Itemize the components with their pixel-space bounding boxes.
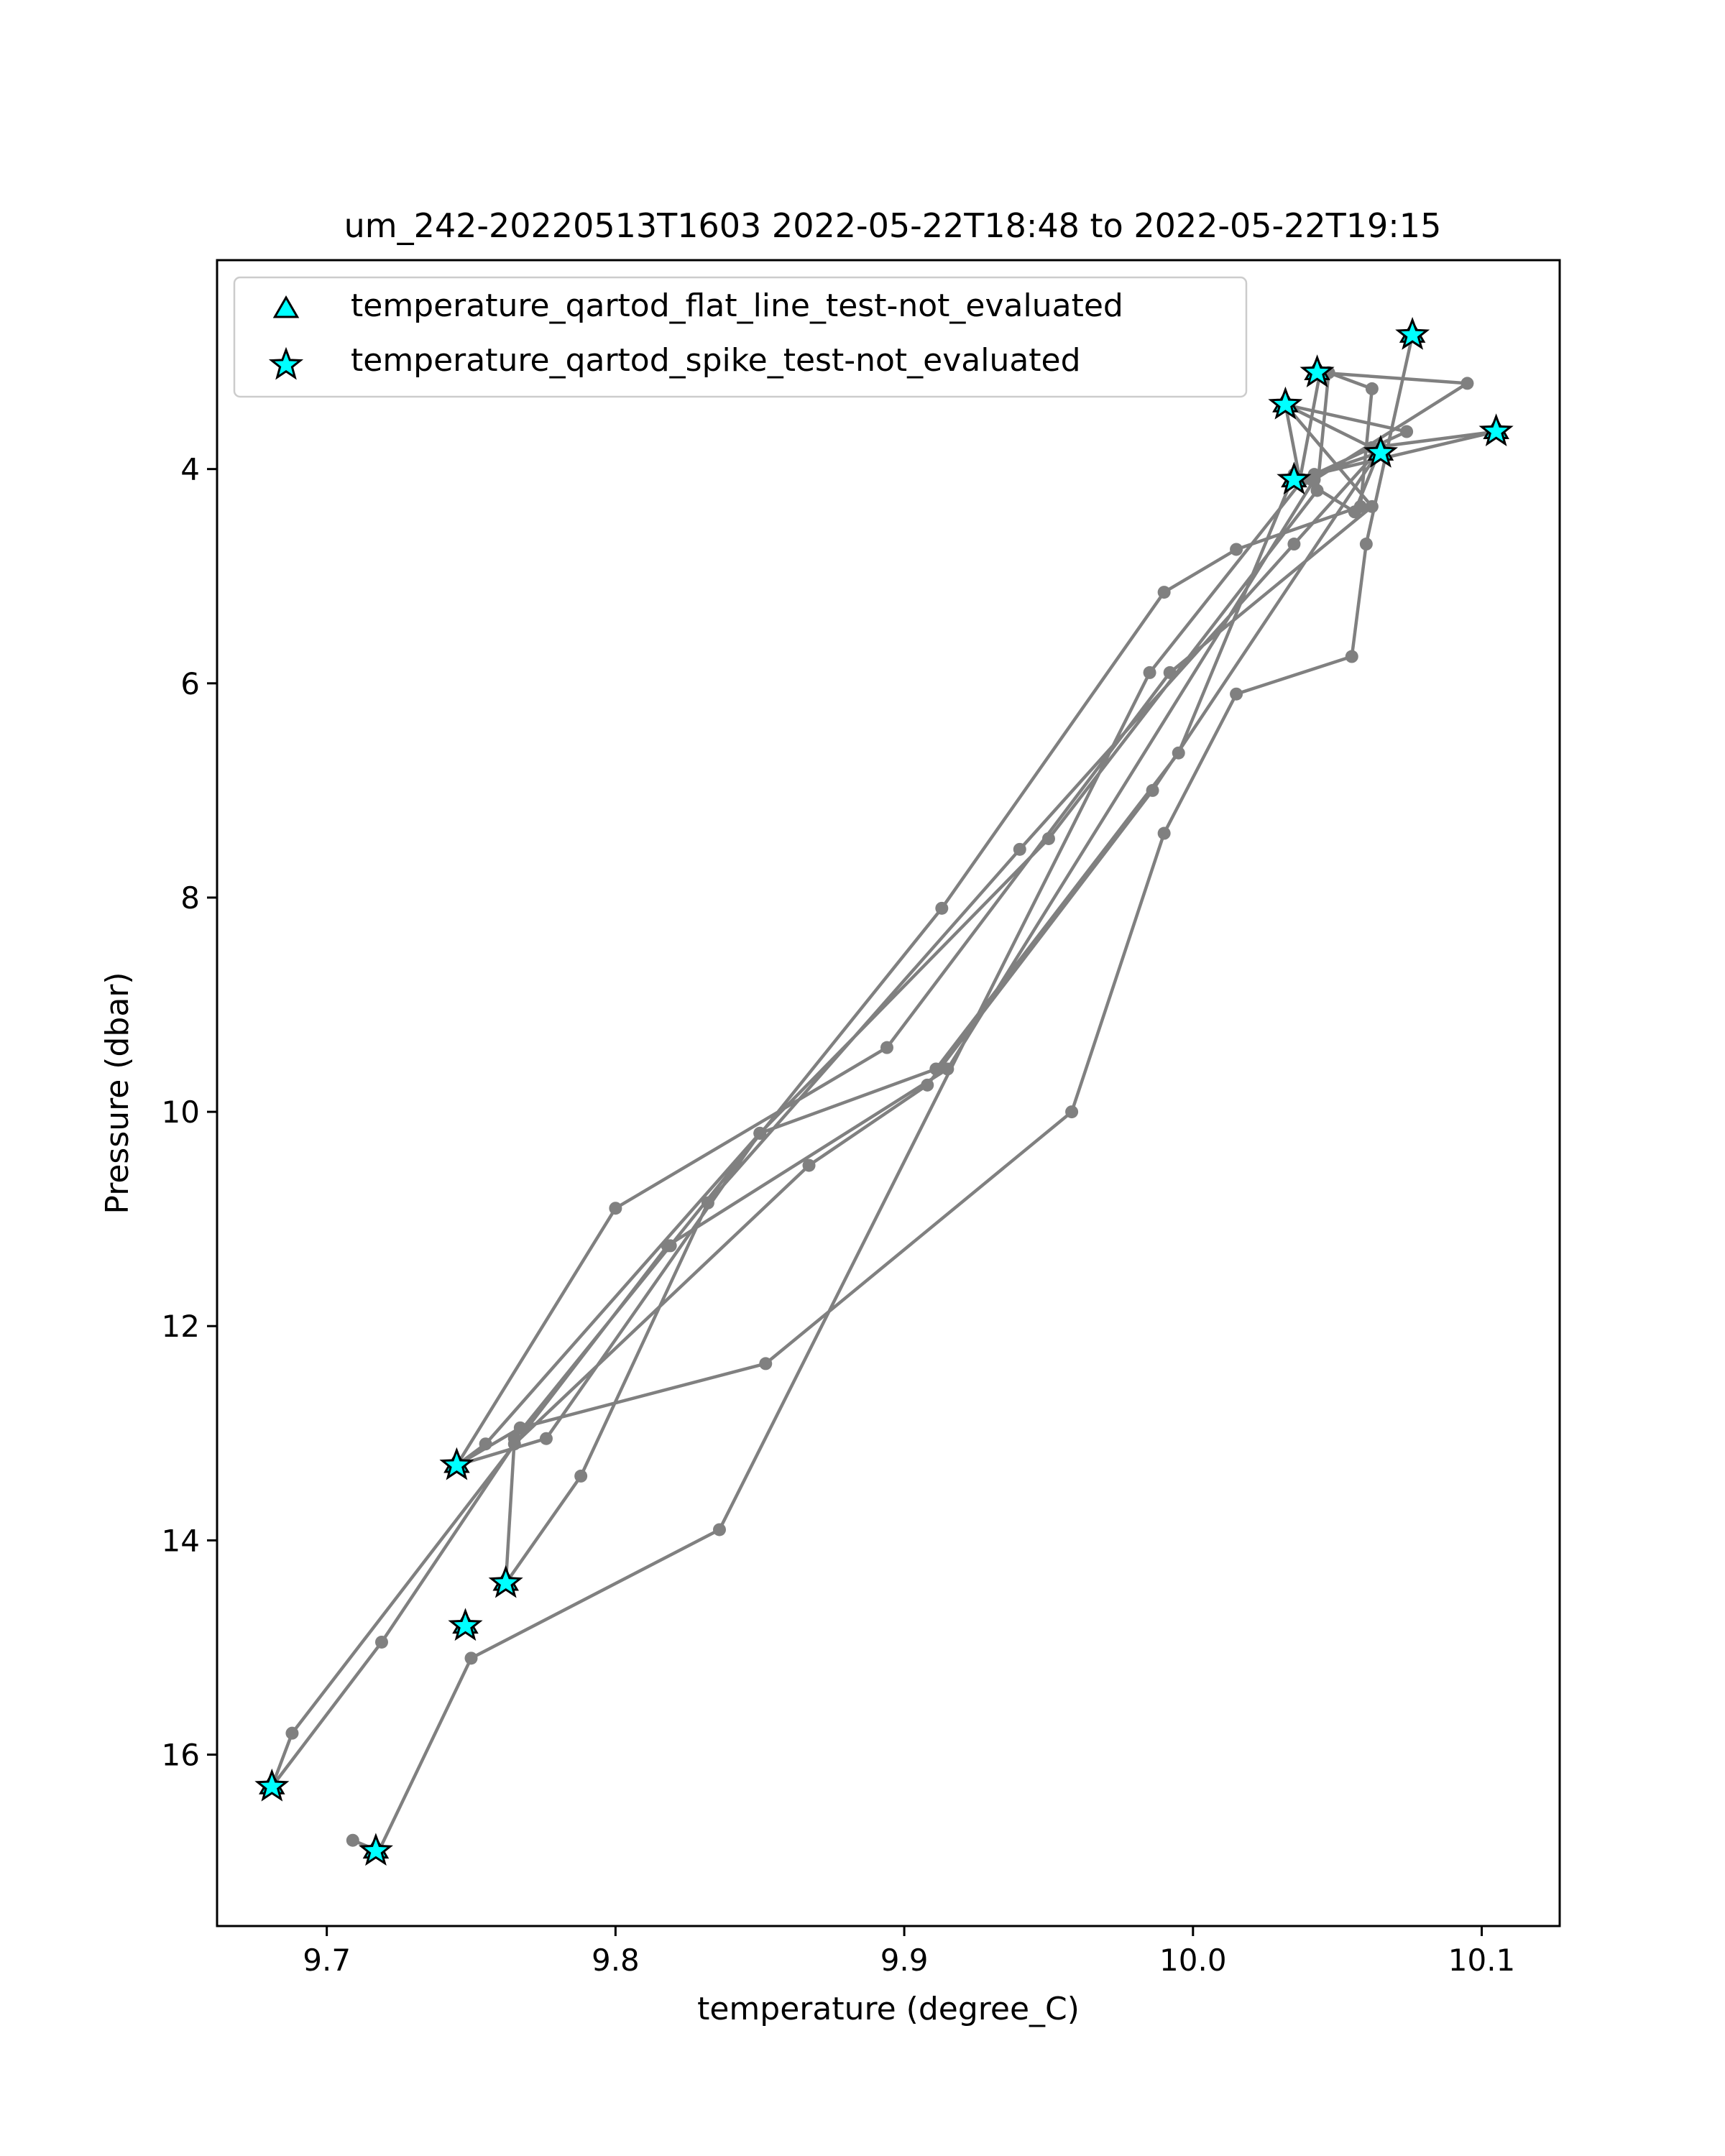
profile-point <box>712 1523 726 1537</box>
profile-point <box>1146 783 1159 797</box>
profile-point <box>1310 484 1324 497</box>
spike-marker <box>488 1565 523 1598</box>
y-tick-label: 14 <box>162 1523 200 1558</box>
profile-point <box>753 1126 767 1140</box>
profile-point <box>661 1239 674 1253</box>
spike-marker <box>254 1768 290 1802</box>
legend-star-marker <box>268 346 304 380</box>
profile-point <box>880 1041 893 1054</box>
spike-marker <box>1300 354 1335 387</box>
profile-point <box>285 1726 299 1740</box>
profile-point <box>1307 473 1321 487</box>
legend-triangle-shape <box>272 295 300 318</box>
profile-point <box>609 1202 622 1215</box>
profile-point <box>1143 665 1156 679</box>
profile-point <box>1065 1105 1079 1119</box>
legend-box <box>233 276 1248 398</box>
spike-marker <box>1276 461 1312 495</box>
profile-point <box>574 1469 588 1483</box>
profile-point <box>935 901 949 915</box>
x-tick-label: 10.1 <box>1448 1943 1516 1978</box>
spike-marker <box>1478 413 1514 446</box>
profile-point <box>701 1196 714 1210</box>
y-axis: 4 6 8 10 12 14 16 <box>162 452 217 1772</box>
y-tick-label: 12 <box>162 1309 200 1344</box>
x-tick-label: 9.8 <box>592 1943 640 1978</box>
y-tick-label: 4 <box>180 452 200 487</box>
profile-point <box>1163 665 1177 679</box>
profile-point <box>464 1651 478 1665</box>
profile-point <box>513 1421 527 1434</box>
legend: temperature_qartod_flat_line_test-not_ev… <box>233 276 1248 398</box>
profile-point <box>507 1437 521 1451</box>
profile-point <box>1348 505 1361 519</box>
profile-line <box>270 334 1498 1853</box>
plot-area <box>254 317 1514 1866</box>
x-tick-label: 9.7 <box>303 1943 351 1978</box>
profile-point <box>802 1158 816 1172</box>
profile-point <box>1230 687 1243 701</box>
x-axis: 9.7 9.8 9.9 10.0 10.1 <box>303 1926 1515 1978</box>
profile-point <box>479 1437 492 1451</box>
y-tick-label: 16 <box>162 1737 200 1772</box>
profile-point <box>759 1357 773 1370</box>
profile-point <box>1287 538 1301 551</box>
profile-point <box>346 1833 359 1847</box>
x-axis-label: temperature (degree_C) <box>697 1991 1080 2027</box>
spike-marker <box>1395 317 1430 350</box>
spike-marker <box>1268 386 1303 420</box>
legend-label-spike: temperature_qartod_spike_test-not_evalua… <box>351 342 1081 379</box>
spike-marker <box>448 1608 483 1641</box>
y-tick-label: 8 <box>180 880 200 916</box>
profile-point <box>1359 538 1373 551</box>
y-tick-label: 10 <box>162 1095 200 1130</box>
profile-point <box>1400 425 1414 438</box>
spike-marker <box>1363 435 1398 468</box>
profile-point <box>1365 499 1379 513</box>
y-axis-label: Pressure (dbar) <box>99 972 136 1214</box>
profile-point <box>1460 377 1474 390</box>
spike-marker <box>358 1833 393 1866</box>
x-tick-label: 9.9 <box>880 1943 929 1978</box>
profile-point <box>539 1432 553 1445</box>
profile-point <box>1157 826 1171 840</box>
legend-label-flat-line: temperature_qartod_flat_line_test-not_ev… <box>351 287 1123 324</box>
profile-point <box>1172 746 1185 760</box>
legend-star-shape <box>268 346 304 380</box>
profile-point <box>929 1062 943 1076</box>
chart-title: um_242-20220513T1603 2022-05-22T18:48 to… <box>344 206 1442 245</box>
y-tick-label: 6 <box>180 666 200 701</box>
profile-point <box>941 1062 954 1076</box>
profile-point <box>1230 543 1243 556</box>
profile-point <box>921 1078 934 1092</box>
legend-triangle-marker <box>272 295 300 318</box>
profile-point <box>1041 831 1055 845</box>
profile-point <box>1157 586 1171 599</box>
profile-point <box>1365 382 1379 395</box>
profile-point <box>1013 842 1026 856</box>
profile-point <box>1345 650 1358 663</box>
profile-point <box>374 1635 388 1649</box>
spike-marker <box>439 1447 474 1480</box>
x-tick-label: 10.0 <box>1159 1943 1227 1978</box>
axes-frame <box>216 259 1561 1927</box>
